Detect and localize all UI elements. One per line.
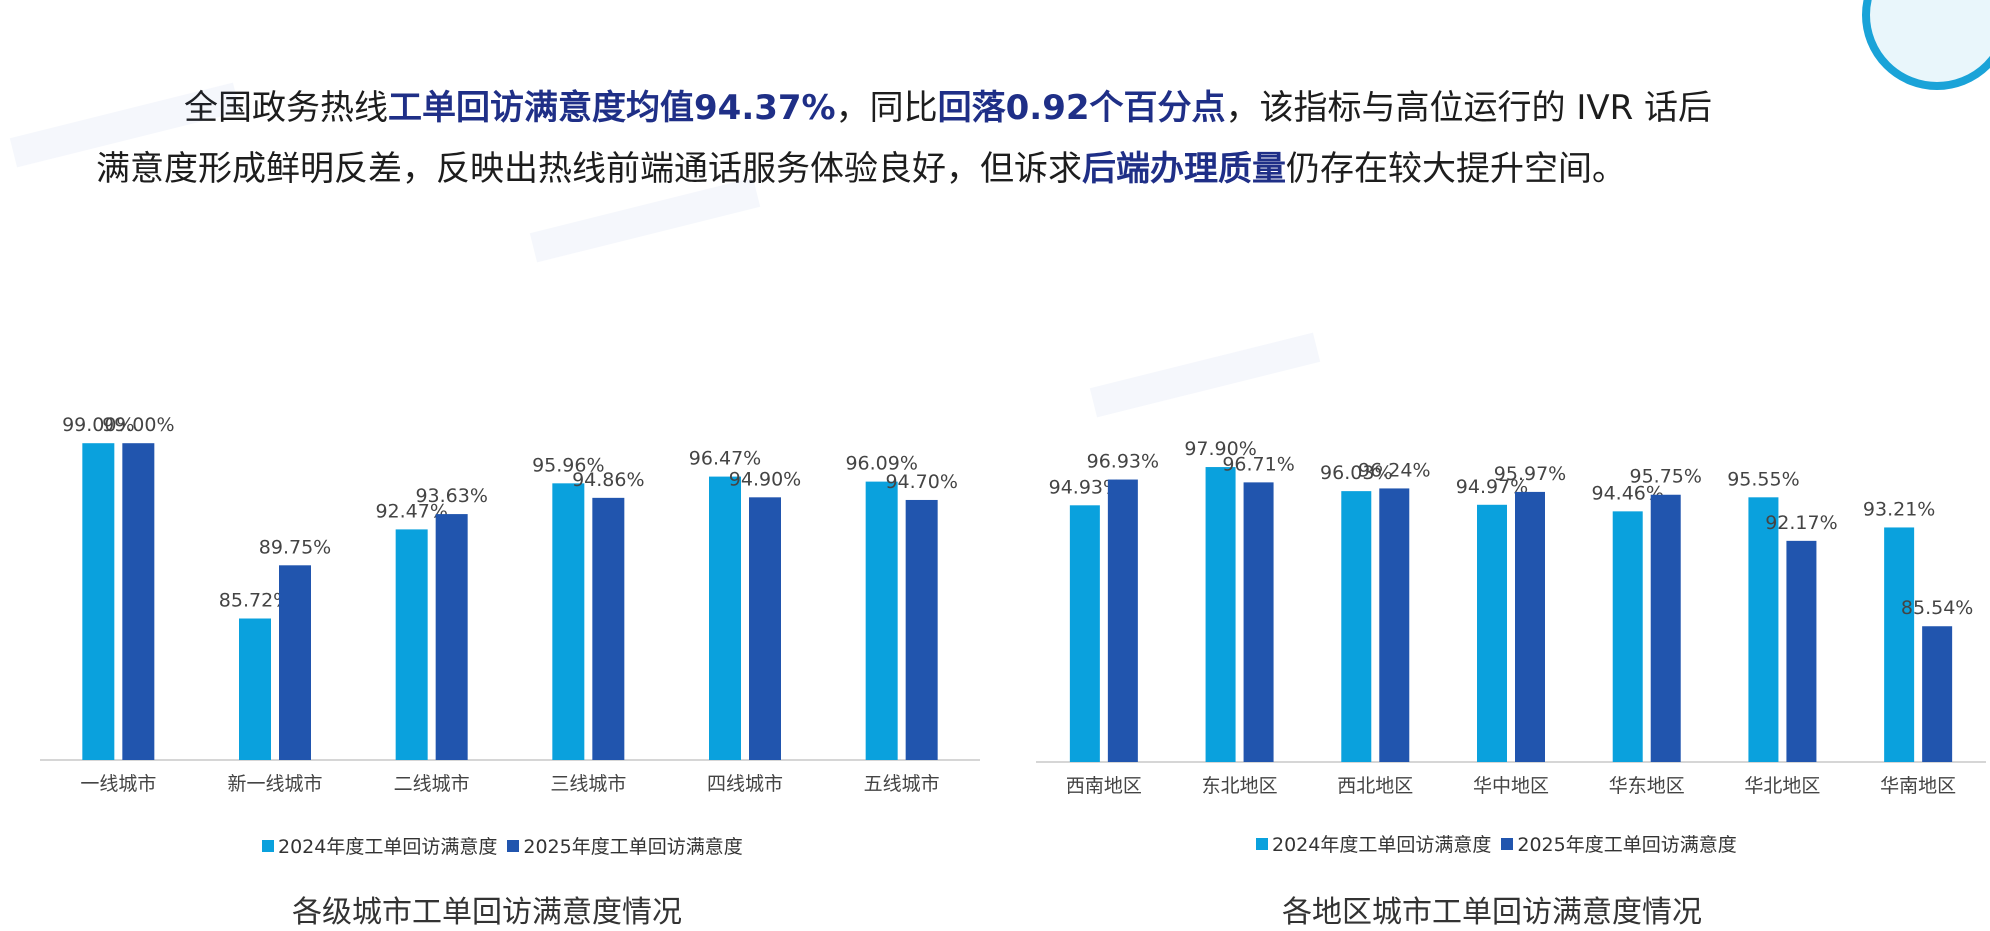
bar-2025 xyxy=(905,499,938,760)
data-label: 95.96% xyxy=(532,454,604,476)
bar-2024 xyxy=(709,476,741,760)
summary-text: ，同比 xyxy=(835,88,938,128)
data-label: 95.75% xyxy=(1629,466,1701,488)
city-tier-chart: 99.00% 99.00% 一线城市 85.72% 89.75% 新一线城市 92.47% 9… xyxy=(40,330,980,800)
legend-label-2025: 2025年度工单回访满意度 xyxy=(1517,834,1737,856)
bar-2025 xyxy=(749,497,781,760)
legend-label-2025: 2025年度工单回访满意度 xyxy=(523,836,743,858)
category-label: 新一线城市 xyxy=(227,773,322,795)
data-label: 92.17% xyxy=(1765,512,1837,534)
legend-swatch-2024 xyxy=(1256,837,1268,850)
legend-swatch-2025 xyxy=(507,839,520,852)
bar-2024 xyxy=(82,443,115,760)
legend-label-2024: 2024年度工单回访满意度 xyxy=(278,836,498,858)
bar-2024 xyxy=(1205,467,1236,762)
data-label: 89.75% xyxy=(259,536,331,558)
category-label: 西北地区 xyxy=(1337,775,1413,797)
bar-2024 xyxy=(1612,511,1643,762)
data-label: 95.97% xyxy=(1494,463,1566,485)
bar-2024 xyxy=(865,481,898,760)
summary-highlight-decline: 回落0.92个百分点 xyxy=(937,88,1226,128)
category-label: 一线城市 xyxy=(80,773,156,795)
data-label: 94.90% xyxy=(729,468,801,490)
data-label: 99.00% xyxy=(62,414,134,436)
data-label: 94.93% xyxy=(1049,476,1121,498)
bar-2024 xyxy=(1884,527,1915,762)
bar-2024 xyxy=(1341,491,1372,762)
category-label: 华东地区 xyxy=(1609,775,1685,797)
data-label: 97.90% xyxy=(1184,438,1256,460)
bar-2025 xyxy=(1650,494,1681,762)
category-label: 三线城市 xyxy=(550,773,626,795)
bar-2024 xyxy=(395,529,428,760)
category-label: 东北地区 xyxy=(1202,775,1278,797)
data-label: 96.03% xyxy=(1320,462,1392,484)
summary-text: 满意度形成鲜明反差，反映出热线前端通话服务体验良好，但诉求 xyxy=(96,149,1082,189)
summary-paragraph: 全国政务热线工单回访满意度均值94.37%，同比回落0.92个百分点，该指标与高… xyxy=(96,78,1986,200)
category-label: 华南地区 xyxy=(1880,775,1956,797)
city-tier-legend: 2024年度工单回访满意度 2025年度工单回访满意度 xyxy=(262,832,749,859)
bar-2025 xyxy=(435,514,468,760)
data-label: 94.97% xyxy=(1456,476,1528,498)
data-label: 96.09% xyxy=(845,453,917,475)
category-label: 华北地区 xyxy=(1744,775,1820,797)
category-label: 西南地区 xyxy=(1066,775,1142,797)
data-label: 93.63% xyxy=(415,485,487,507)
bar-2024 xyxy=(1748,497,1779,762)
data-label: 85.54% xyxy=(1901,597,1973,619)
bar-2024 xyxy=(239,618,271,760)
bar-2025 xyxy=(1107,479,1138,762)
region-caption: 各地区城市工单回访满意度情况 xyxy=(1282,895,1702,930)
category-label: 二线城市 xyxy=(394,773,470,795)
data-label: 93.21% xyxy=(1863,498,1935,520)
legend-swatch-2024 xyxy=(262,839,274,852)
summary-highlight-average: 工单回访满意度均值94.37% xyxy=(388,88,836,128)
city-tier-chart-svg: 99.00%99.00%一线城市85.72%89.75%新一线城市92.47%9… xyxy=(40,414,980,795)
bar-2025 xyxy=(1243,482,1274,762)
data-label: 92.47% xyxy=(375,500,447,522)
region-chart: 94.93% 96.93% 西南地区 97.90% 96.71% 东北地区 96.03% 96… xyxy=(1036,330,1986,800)
category-label: 五线城市 xyxy=(864,773,940,795)
bar-2025 xyxy=(279,565,311,760)
legend-swatch-2025 xyxy=(1501,837,1514,850)
bar-2025 xyxy=(592,497,625,760)
city-tier-caption: 各级城市工单回访满意度情况 xyxy=(292,895,682,930)
data-label: 94.86% xyxy=(572,469,644,491)
forum-logo xyxy=(1862,0,1990,90)
data-label: 95.55% xyxy=(1727,468,1799,490)
bar-2025 xyxy=(122,443,155,760)
bar-2025 xyxy=(1379,488,1410,762)
region-legend: 2024年度工单回访满意度 2025年度工单回访满意度 xyxy=(1256,830,1743,857)
bar-2024 xyxy=(552,483,585,760)
data-label: 99.00% xyxy=(102,414,174,436)
data-label: 96.47% xyxy=(689,448,761,470)
data-label: 94.70% xyxy=(885,471,957,493)
summary-text: 全国政务热线 xyxy=(184,88,388,128)
bar-2025 xyxy=(1515,491,1545,762)
data-label: 96.71% xyxy=(1222,453,1294,475)
data-label: 96.24% xyxy=(1358,459,1430,481)
summary-text: ，该指标与高位运行的 IVR 话后 xyxy=(1225,88,1713,128)
bar-2024 xyxy=(1069,505,1100,762)
bar-2025 xyxy=(1922,626,1953,762)
data-label: 96.93% xyxy=(1087,451,1159,473)
category-label: 四线城市 xyxy=(707,773,783,795)
data-label: 94.46% xyxy=(1591,482,1663,504)
bar-2025 xyxy=(1786,540,1817,762)
summary-text: 仍存在较大提升空间。 xyxy=(1286,149,1626,189)
bar-2024 xyxy=(1477,504,1507,762)
summary-highlight-backend: 后端办理质量 xyxy=(1082,149,1286,189)
category-label: 华中地区 xyxy=(1473,775,1549,797)
region-chart-svg: 94.93% 96.93% 西南地区 97.90%96.71% 东北地区 96.03%96… xyxy=(1036,438,1986,797)
legend-label-2024: 2024年度工单回访满意度 xyxy=(1272,834,1492,856)
data-label: 85.72% xyxy=(219,589,291,611)
